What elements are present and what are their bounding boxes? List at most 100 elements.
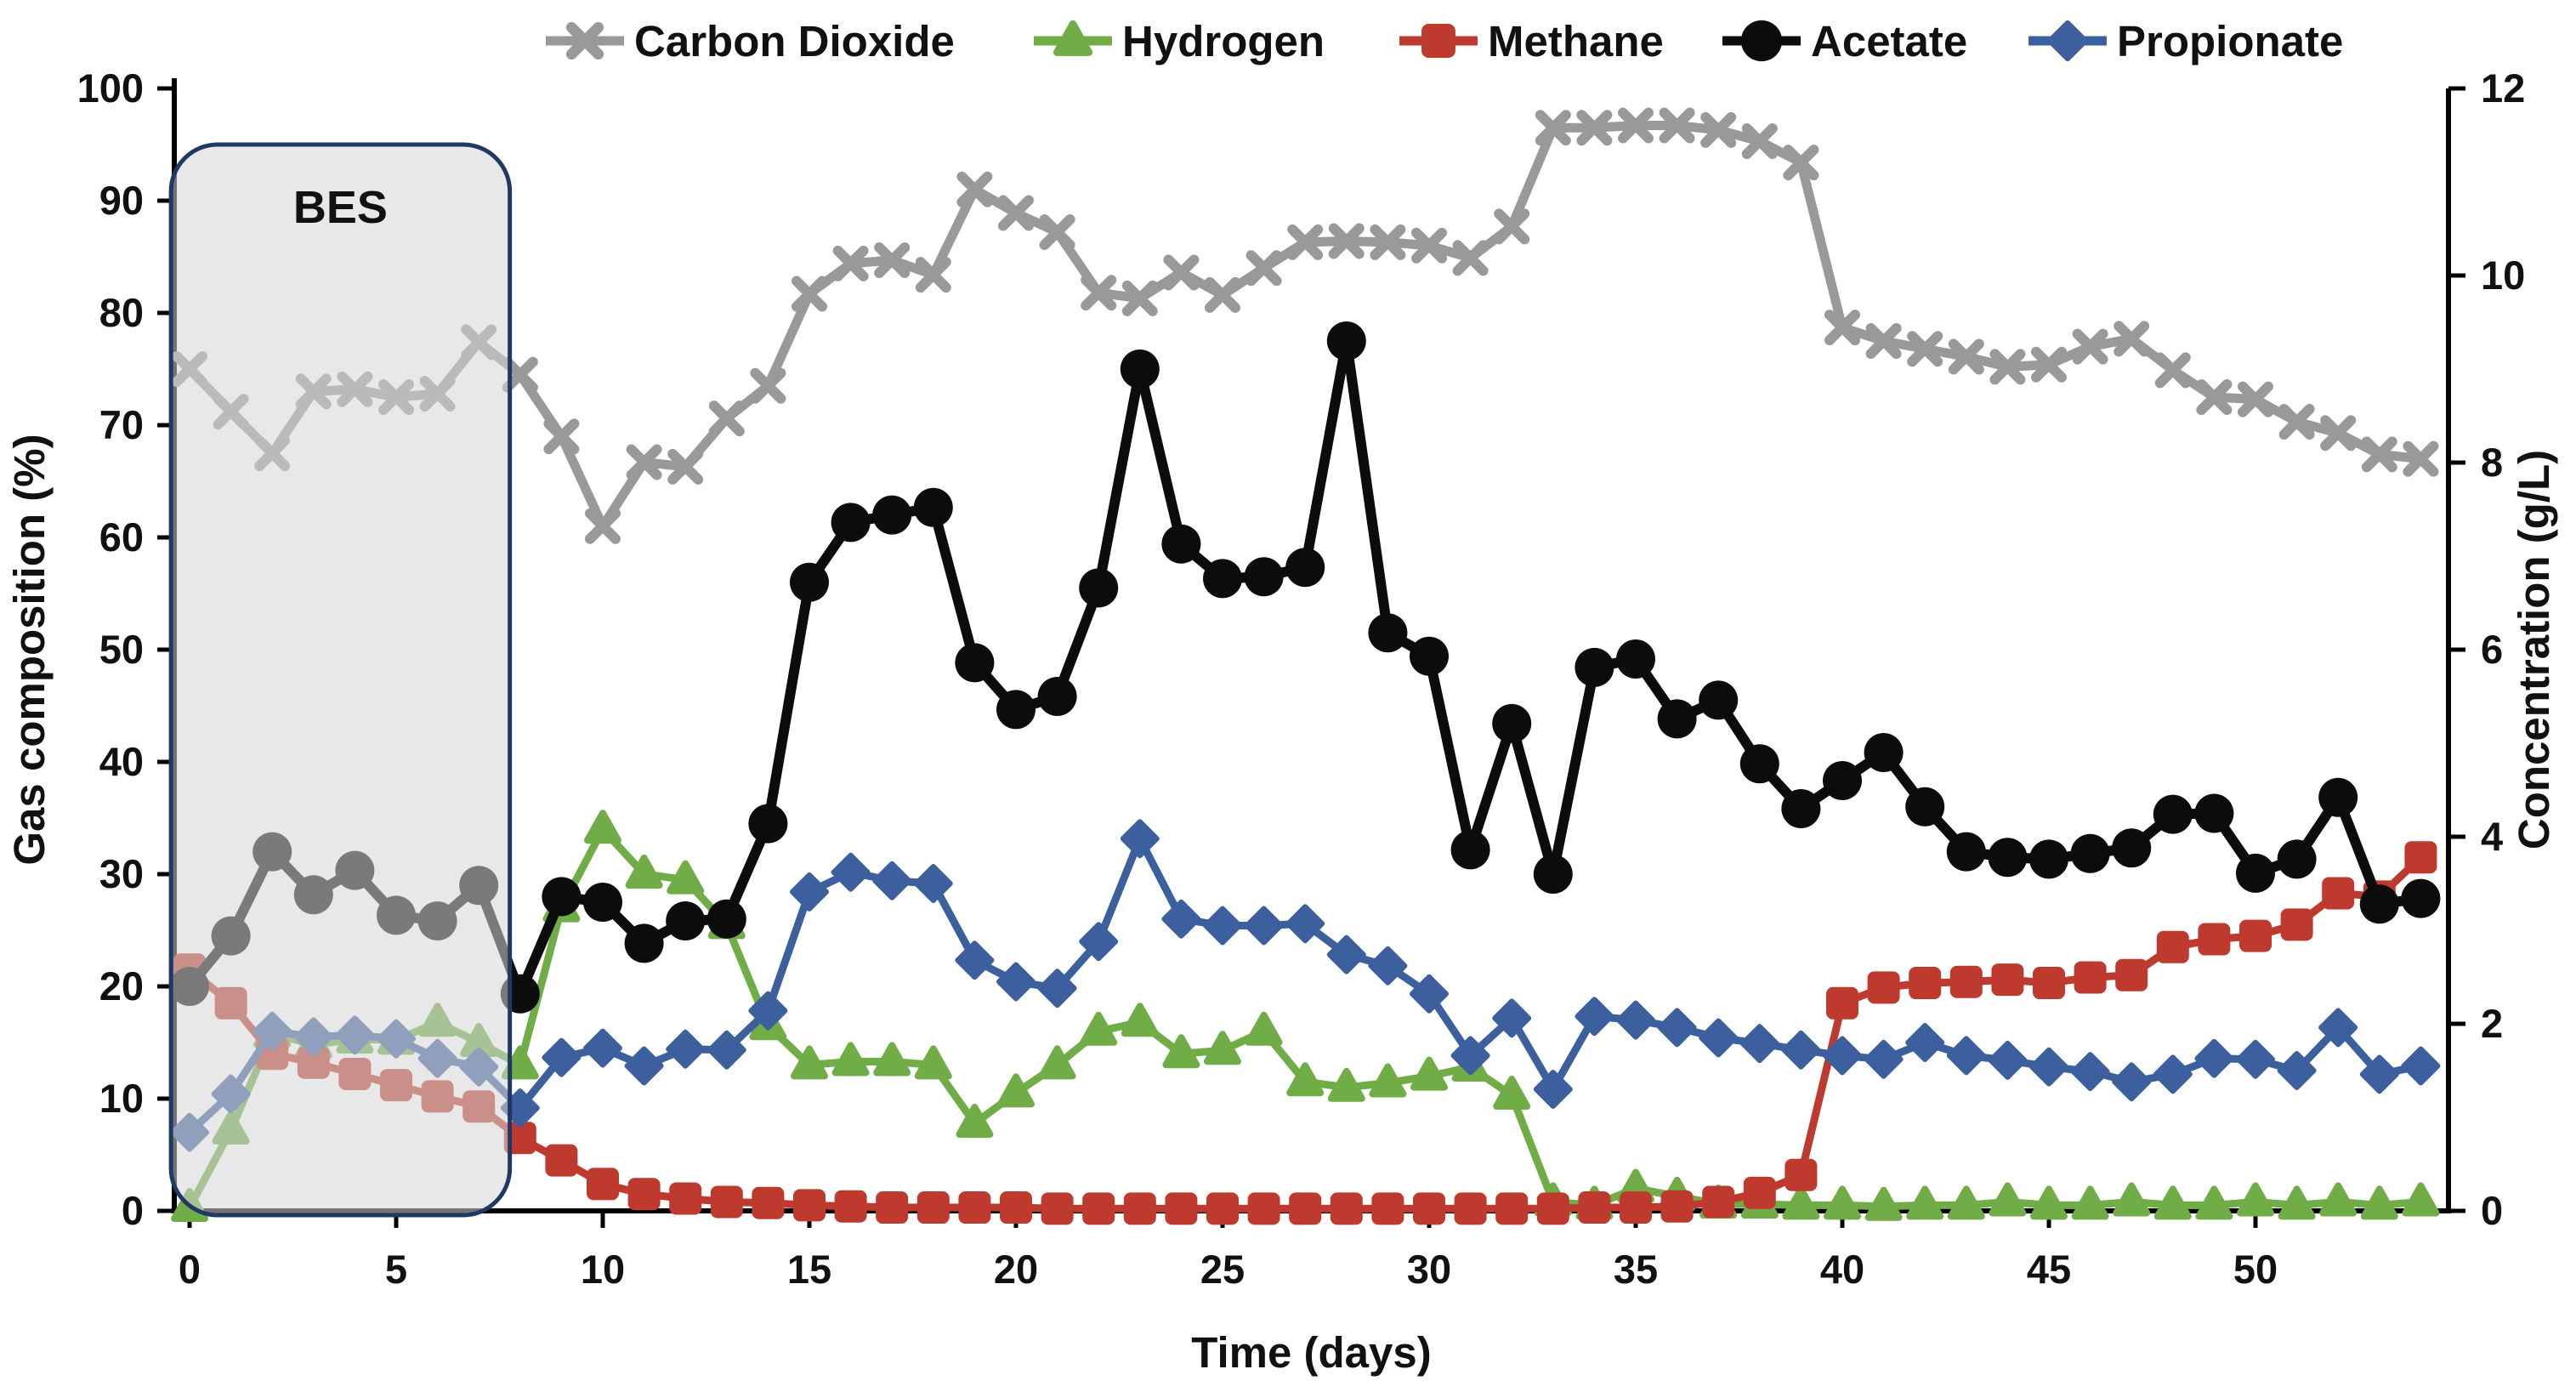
square-marker-icon — [2115, 958, 2148, 991]
y-left-axis-title: Gas composition (%) — [5, 434, 54, 865]
circle-marker-icon — [1326, 321, 1366, 361]
triangle-marker-icon — [2071, 1185, 2109, 1220]
circle-marker-icon — [1120, 349, 1160, 389]
circle-marker-icon — [1244, 557, 1284, 597]
y-left-tick-label: 40 — [99, 739, 144, 784]
x-marker-icon — [1948, 338, 1984, 375]
x-marker-icon — [2072, 328, 2108, 365]
x-marker-icon — [1205, 276, 1240, 313]
diamond-marker-icon — [1492, 998, 1532, 1038]
x-marker-icon — [667, 448, 704, 485]
circle-marker-icon — [872, 495, 912, 535]
circle-marker-icon — [2112, 828, 2152, 868]
triangle-marker-icon — [1053, 20, 1093, 56]
square-marker-icon — [1660, 1190, 1694, 1223]
legend-label-hydrogen: Hydrogen — [1122, 17, 1325, 65]
x-marker-icon — [956, 171, 993, 207]
diamond-marker-icon — [1575, 997, 1614, 1037]
triangle-marker-icon — [1410, 1056, 1448, 1091]
y-right-tick-label: 8 — [2481, 440, 2503, 485]
triangle-marker-icon — [1327, 1067, 1365, 1102]
circle-marker-icon — [2318, 777, 2358, 817]
triangle-marker-icon — [1204, 1031, 1241, 1065]
y-right-tick-label: 6 — [2481, 627, 2503, 672]
x-marker-icon — [1700, 111, 1737, 148]
circle-marker-icon — [1657, 699, 1697, 739]
x-marker-icon — [750, 367, 786, 404]
square-marker-icon — [2404, 841, 2437, 874]
diamond-marker-icon — [1699, 1018, 1739, 1058]
y-left-tick-label: 0 — [122, 1188, 144, 1233]
triangle-marker-icon — [1947, 1185, 1985, 1220]
y-left-tick-label: 50 — [99, 627, 144, 672]
square-marker-icon — [545, 1144, 578, 1177]
triangle-marker-icon — [2319, 1182, 2358, 1217]
legend-label-methane: Methane — [1488, 17, 1664, 65]
axes: 0 10 20 30 40 50 60 70 80 90 100 0 2 4 6 8 10 12 0 5 10 15 20 2… — [5, 65, 2558, 1377]
circle-marker-icon — [1823, 761, 1862, 800]
circle-marker-icon — [1410, 636, 1449, 676]
square-marker-icon — [2239, 919, 2272, 952]
circle-marker-icon — [1368, 613, 1408, 653]
x-marker-icon — [792, 276, 827, 312]
triangle-marker-icon — [1369, 1063, 1407, 1098]
diamond-marker-icon — [1905, 1023, 1945, 1062]
square-marker-icon — [2280, 908, 2313, 941]
x-marker-icon — [585, 508, 621, 544]
diamond-marker-icon — [1203, 906, 1242, 946]
diamond-marker-icon — [1410, 974, 1449, 1014]
triangle-marker-icon — [791, 1045, 828, 1080]
square-marker-icon — [669, 1182, 702, 1215]
circle-marker-icon — [1616, 639, 1655, 679]
square-marker-icon — [1371, 1192, 1404, 1225]
square-marker-icon — [1330, 1192, 1363, 1225]
circle-marker-icon — [583, 883, 622, 922]
circle-marker-icon — [2277, 839, 2317, 879]
x-marker-icon — [1328, 223, 1365, 259]
circle-marker-icon — [1946, 832, 1986, 872]
square-marker-icon — [1949, 965, 1983, 998]
diamond-marker-icon — [1326, 935, 1366, 974]
square-marker-icon — [1454, 1192, 1487, 1225]
diamond-marker-icon — [624, 1046, 664, 1086]
legend: Carbon Dioxide Hydrogen Methane Acetate Prop… — [546, 17, 2343, 65]
x-marker-icon — [2361, 436, 2397, 473]
legend-label-carbon-dioxide: Carbon Dioxide — [634, 17, 955, 65]
circle-marker-icon — [1739, 744, 1779, 784]
square-marker-icon — [876, 1191, 909, 1224]
square-marker-icon — [627, 1178, 661, 1211]
diamond-marker-icon — [583, 1028, 622, 1068]
square-marker-icon — [587, 1168, 619, 1201]
diamond-marker-icon — [2318, 1008, 2358, 1048]
x-marker-icon — [708, 401, 745, 437]
triangle-marker-icon — [1245, 1011, 1283, 1046]
square-marker-icon — [1620, 1191, 1652, 1224]
circle-marker-icon — [1037, 677, 1077, 716]
square-marker-icon — [1909, 967, 1942, 1000]
diamond-marker-icon — [2046, 20, 2089, 62]
circle-marker-icon — [2401, 878, 2441, 918]
circle-marker-icon — [2194, 793, 2234, 833]
x-marker-icon — [1494, 208, 1530, 245]
diamond-marker-icon — [2194, 1038, 2234, 1078]
triangle-marker-icon — [1038, 1045, 1076, 1080]
x-marker-icon — [1039, 213, 1075, 250]
x-marker-icon — [2154, 352, 2191, 389]
y-left-tick-label: 10 — [99, 1076, 144, 1121]
square-marker-icon — [1421, 24, 1455, 58]
triangle-marker-icon — [2402, 1182, 2440, 1217]
triangle-marker-icon — [956, 1104, 994, 1139]
x-marker-icon — [1535, 110, 1571, 146]
x-tick-label: 5 — [385, 1247, 407, 1292]
triangle-marker-icon — [625, 855, 663, 889]
series-carbon-dioxide-markers — [172, 107, 2439, 544]
legend-item-hydrogen: Hydrogen — [1034, 17, 1325, 65]
square-marker-icon — [1289, 1192, 1322, 1225]
x-marker-icon — [1163, 254, 1200, 291]
square-marker-icon — [1784, 1158, 1818, 1191]
diamond-marker-icon — [1037, 969, 1077, 1008]
y-right-ticks: 0 2 4 6 8 10 12 — [2448, 65, 2525, 1233]
diamond-marker-icon — [1079, 922, 1119, 962]
series-carbon-dioxide — [172, 107, 2439, 544]
